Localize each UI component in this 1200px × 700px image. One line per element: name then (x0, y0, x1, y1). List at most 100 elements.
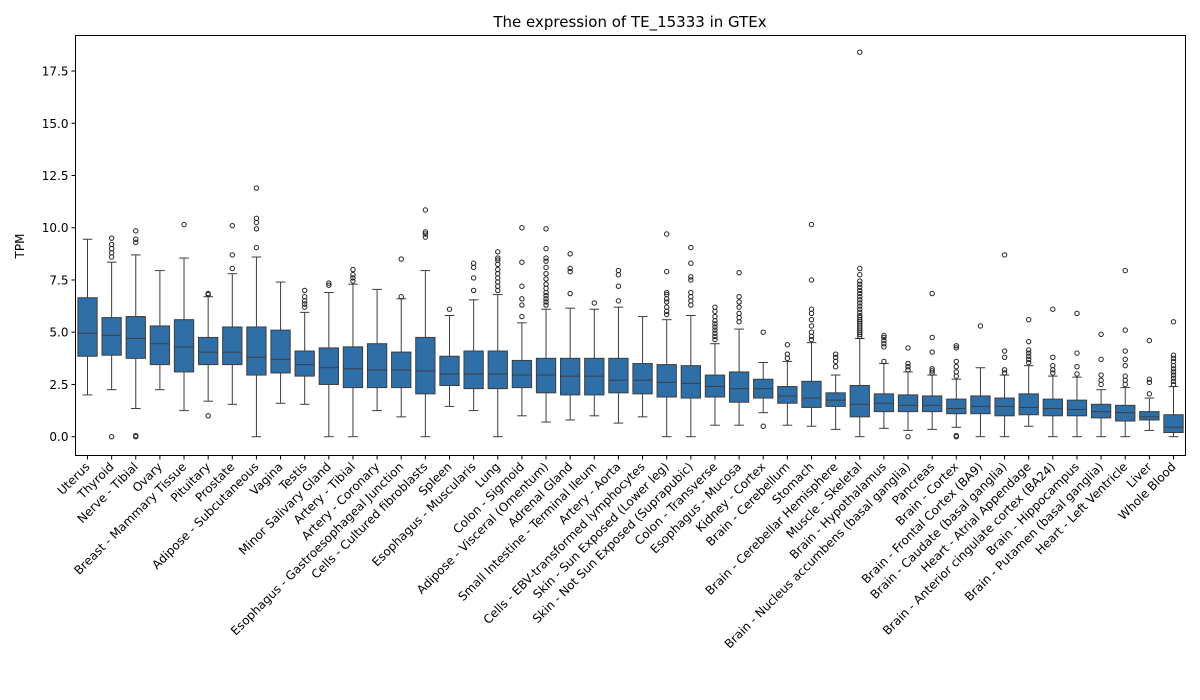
outlier-point (1050, 354, 1056, 360)
box-group (849, 49, 870, 438)
box-group (873, 332, 895, 429)
outlier-point (543, 299, 549, 305)
outlier-point (1146, 391, 1153, 397)
outlier-point (108, 235, 115, 241)
outlier-point (1026, 338, 1032, 345)
outlier-point (832, 363, 839, 370)
outlier-point (688, 260, 694, 266)
box (366, 343, 388, 389)
box-group (198, 290, 219, 419)
y-tick-label: 5.0 (49, 326, 68, 340)
outlier-point (1146, 379, 1153, 386)
outlier-point (1170, 381, 1177, 388)
box (1018, 393, 1039, 416)
outlier-point (1146, 337, 1153, 344)
outlier-point (422, 229, 429, 235)
outlier-point (953, 369, 959, 375)
box-group (222, 222, 243, 405)
outlier-point (953, 358, 959, 365)
outlier-point (1122, 327, 1128, 333)
outlier-point (857, 284, 863, 290)
box (801, 380, 822, 408)
outlier-point (712, 327, 718, 333)
outlier-point (543, 245, 549, 252)
box-group (535, 226, 557, 423)
box-group (391, 256, 412, 418)
box (970, 395, 991, 415)
box (560, 357, 581, 396)
outlier-point (712, 304, 718, 310)
outlier-point (736, 269, 742, 276)
outlier-point (229, 252, 236, 258)
outlier-point (495, 249, 501, 255)
box (222, 326, 243, 366)
outlier-point (470, 287, 477, 294)
outlier-point (1050, 362, 1056, 369)
outlier-point (470, 260, 477, 266)
outlier-point (615, 267, 622, 274)
outlier-point (253, 226, 260, 232)
box-group (584, 300, 605, 417)
box-group (1163, 319, 1184, 438)
box (77, 297, 98, 357)
outlier-point (398, 256, 404, 262)
box-group (463, 260, 484, 412)
outlier-point (1074, 350, 1080, 356)
outlier-point (205, 290, 211, 297)
outlier-point (519, 302, 525, 308)
outlier-point (253, 215, 260, 222)
box (487, 350, 508, 390)
outlier-point (977, 323, 984, 329)
outlier-point (543, 255, 549, 261)
outlier-point (350, 275, 356, 281)
outlier-point (712, 324, 718, 330)
outlier-point (567, 268, 573, 275)
outlier-point (1098, 331, 1104, 338)
outlier-point (784, 342, 791, 348)
outlier-point (905, 360, 911, 367)
box (511, 359, 533, 389)
outlier-point (953, 432, 959, 439)
outlier-point (1170, 372, 1177, 378)
box (825, 392, 846, 407)
outlier-point (857, 293, 863, 300)
box-group (994, 252, 1015, 438)
box (270, 329, 291, 374)
box (463, 350, 484, 390)
box-group (777, 342, 798, 426)
box (680, 365, 701, 399)
box (1115, 404, 1136, 422)
outlier-point (1074, 371, 1080, 377)
outlier-point (857, 303, 863, 309)
outlier-point (567, 290, 573, 297)
outlier-point (857, 309, 863, 316)
outlier-point (422, 231, 429, 237)
box (294, 350, 315, 377)
outlier-point (326, 282, 332, 288)
y-tick-label: 10.0 (42, 221, 69, 235)
y-axis-label: TPM (13, 234, 27, 260)
box (849, 385, 870, 418)
outlier-point (253, 185, 260, 191)
outlier-point (1170, 369, 1177, 375)
outlier-point (1122, 373, 1128, 379)
outlier-point (664, 289, 670, 296)
box-group (270, 281, 291, 404)
outlier-point (302, 301, 308, 307)
box-group (511, 225, 533, 417)
outlier-point (1170, 355, 1177, 362)
box-group (1042, 306, 1063, 438)
outlier-point (1026, 316, 1032, 323)
outlier-point (495, 255, 501, 261)
outlier-point (664, 304, 670, 310)
outlier-point (881, 337, 887, 344)
outlier-point (1098, 377, 1104, 383)
box-group (366, 288, 388, 412)
outlier-point (1122, 356, 1128, 363)
outlier-point (1050, 370, 1056, 376)
outlier-point (1001, 252, 1008, 258)
outlier-point (881, 334, 887, 341)
outlier-point (1122, 348, 1128, 354)
chart-title: The expression of TE_15333 in GTEx (492, 13, 766, 32)
